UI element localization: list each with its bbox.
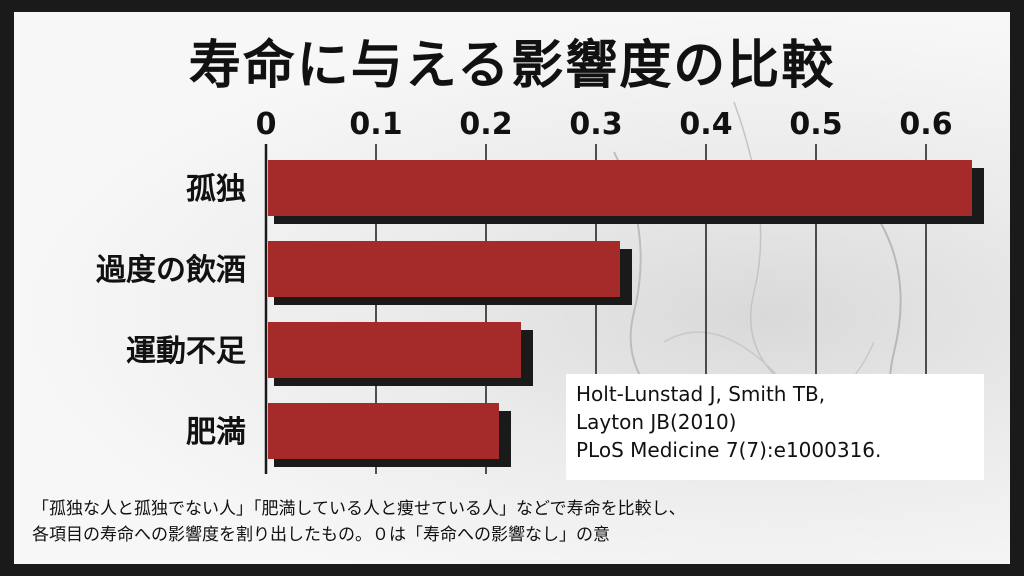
x-tick-label: 0.6 xyxy=(899,107,952,142)
x-axis-ticks: 0 0.1 0.2 0.3 0.4 0.5 0.6 xyxy=(256,107,953,142)
chart-title: 寿命に与える影響度の比較 xyxy=(188,35,836,96)
x-tick-label: 0.2 xyxy=(459,107,512,142)
citation-line-2: Layton JB(2010) xyxy=(576,410,737,434)
infographic-frame: 寿命に与える影響度の比較 0 0.1 0.2 0.3 0.4 0.5 0.6 孤独過度の飲酒… xyxy=(14,12,1010,564)
citation-line-1: Holt-Lunstad J, Smith TB, xyxy=(576,382,826,406)
bar xyxy=(268,241,620,297)
x-tick-label: 0 xyxy=(256,107,277,142)
bar xyxy=(268,322,521,378)
footnote: 「孤独な人と孤独でない人」「肥満している人と痩せている人」などで寿命を比較し、 … xyxy=(32,496,1002,548)
footnote-line-2: 各項目の寿命への影響度を割り出したもの。０は「寿命への影響なし」の意 xyxy=(32,525,610,545)
citation-box: Holt-Lunstad J, Smith TB, Layton JB(2010… xyxy=(566,374,984,480)
x-tick-label: 0.4 xyxy=(679,107,732,142)
x-tick-label: 0.5 xyxy=(789,107,842,142)
footnote-line-1: 「孤独な人と孤独でない人」「肥満している人と痩せている人」などで寿命を比較し、 xyxy=(32,499,686,519)
bar xyxy=(268,160,972,216)
bars xyxy=(268,160,984,467)
category-label: 過度の飲酒 xyxy=(96,253,246,288)
x-tick-label: 0.3 xyxy=(569,107,622,142)
citation-line-3: PLoS Medicine 7(7):e1000316. xyxy=(576,438,882,462)
category-label: 肥満 xyxy=(186,415,246,450)
category-label: 運動不足 xyxy=(126,334,246,369)
category-label: 孤独 xyxy=(186,172,246,207)
x-tick-label: 0.1 xyxy=(349,107,402,142)
bar xyxy=(268,403,499,459)
